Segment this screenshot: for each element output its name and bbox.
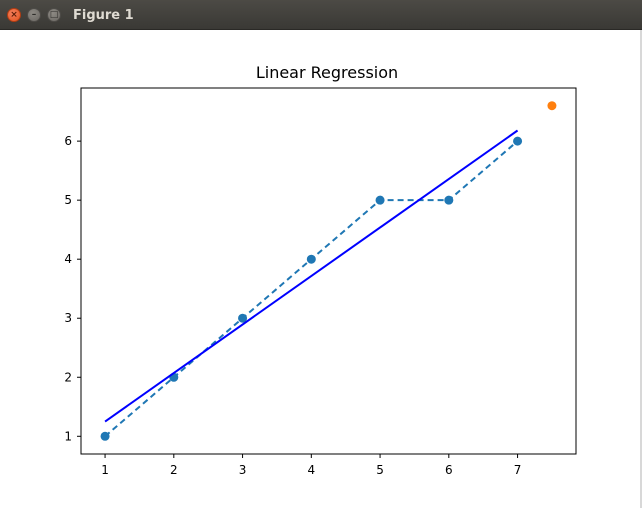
data-point — [238, 313, 248, 323]
prediction-point — [547, 101, 557, 111]
x-tick-label: 3 — [239, 463, 247, 477]
data-point — [306, 254, 316, 264]
chart-canvas: Linear Regression 1 2 3 4 5 6 7 1 2 3 4 5 6 — [64, 63, 577, 477]
y-tick-label: 5 — [64, 193, 72, 207]
data-point — [513, 136, 523, 146]
regression-line — [104, 129, 519, 423]
y-tick-label: 6 — [64, 134, 72, 148]
y-axis: 1 2 3 4 5 6 — [64, 134, 81, 443]
x-tick-label: 1 — [101, 463, 109, 477]
x-tick-label: 4 — [307, 463, 315, 477]
x-tick-label: 7 — [514, 463, 522, 477]
window-titlebar[interactable]: × – □ Figure 1 — [0, 0, 642, 30]
data-point — [100, 431, 110, 441]
close-icon[interactable]: × — [7, 8, 21, 22]
series-layer — [100, 101, 557, 441]
data-point — [444, 195, 454, 205]
x-tick-label: 2 — [170, 463, 178, 477]
y-tick-label: 3 — [64, 311, 72, 325]
window-title: Figure 1 — [73, 8, 134, 23]
minimize-icon[interactable]: – — [27, 8, 41, 22]
y-tick-label: 2 — [64, 370, 72, 384]
x-tick-label: 5 — [376, 463, 384, 477]
data-point — [375, 195, 385, 205]
x-tick-label: 6 — [445, 463, 453, 477]
window-edge — [640, 30, 642, 508]
x-axis: 1 2 3 4 5 6 7 — [101, 454, 521, 477]
chart-title: Linear Regression — [256, 63, 398, 82]
plot-area — [80, 87, 577, 455]
maximize-icon[interactable]: □ — [47, 8, 61, 22]
y-tick-label: 4 — [64, 252, 72, 266]
y-tick-label: 1 — [64, 429, 72, 443]
